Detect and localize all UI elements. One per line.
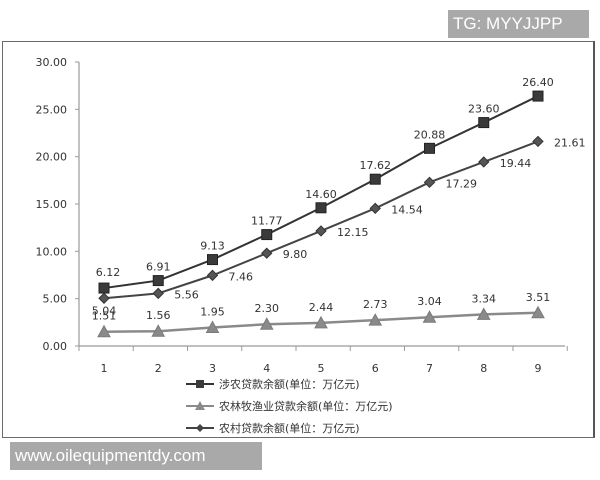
square-marker [207, 254, 218, 266]
data-label: 9.13 [200, 240, 225, 253]
data-label: 9.80 [283, 248, 308, 261]
data-label: 2.44 [309, 301, 334, 314]
triangle-marker [205, 320, 220, 334]
y-tick-label: 15.00 [36, 198, 68, 211]
square-marker [478, 117, 490, 129]
x-tick-label: 5 [318, 362, 325, 375]
triangle-marker [368, 313, 383, 326]
triangle-marker [422, 310, 437, 323]
x-tick-label: 6 [372, 362, 379, 375]
data-label: 6.91 [146, 261, 171, 274]
x-tick-label: 4 [263, 362, 270, 375]
data-label: 1.95 [200, 306, 225, 319]
data-label: 19.44 [500, 157, 532, 170]
data-label: 12.15 [337, 226, 369, 239]
triangle-marker [97, 324, 111, 338]
x-tick-label: 7 [426, 362, 433, 375]
triangle-marker [476, 307, 491, 320]
data-label: 2.73 [363, 298, 388, 311]
triangle-marker [314, 315, 328, 329]
square-marker [152, 275, 164, 287]
legend-label: 农村贷款余额(单位：万亿元) [219, 421, 360, 435]
square-marker [315, 202, 327, 214]
y-tick-label: 25.00 [36, 103, 68, 116]
data-label: 1.56 [146, 309, 171, 322]
legend-label: 涉农贷款余额(单位：万亿元) [219, 377, 360, 391]
triangle-marker [531, 305, 545, 319]
data-label: 21.61 [554, 136, 586, 149]
data-label: 26.40 [522, 76, 554, 89]
y-tick-label: 10.00 [36, 245, 68, 258]
data-label: 20.88 [414, 128, 446, 141]
diamond-marker [98, 292, 110, 304]
data-label: 1.51 [92, 310, 117, 323]
diamond-marker [532, 135, 544, 148]
data-label: 3.34 [472, 292, 497, 305]
diamond-marker [261, 247, 273, 259]
y-tick-label: 30.00 [36, 56, 68, 69]
square-marker [424, 142, 435, 154]
x-tick-label: 8 [480, 362, 487, 375]
y-tick-label: 0.00 [43, 340, 68, 353]
data-label: 17.29 [446, 177, 478, 190]
watermark-bottom: www.oilequipmentdy.com [10, 442, 262, 470]
legend-triangle-icon [195, 401, 205, 410]
diamond-marker [152, 287, 164, 300]
legend-label: 农林牧渔业贷款余额(单位：万亿元) [219, 399, 393, 413]
data-label: 3.04 [417, 295, 442, 308]
square-marker [261, 229, 273, 241]
legend-diamond-icon [196, 424, 204, 432]
x-tick-label: 3 [209, 362, 216, 375]
data-label: 5.04 [92, 304, 117, 317]
y-tick-label: 5.00 [43, 293, 68, 306]
triangle-marker [151, 324, 166, 337]
square-marker [98, 282, 110, 294]
data-label: 3.51 [526, 291, 551, 304]
x-tick-label: 9 [535, 362, 542, 375]
data-label: 17.62 [360, 159, 392, 172]
data-label: 7.46 [229, 270, 254, 283]
data-label: 11.77 [251, 215, 283, 228]
watermark-top: TG: MYYJJPP [448, 10, 589, 38]
x-tick-label: 2 [155, 362, 162, 375]
data-label: 6.12 [96, 266, 121, 279]
diamond-marker [315, 225, 327, 237]
diamond-marker [369, 202, 381, 215]
diamond-marker [478, 156, 490, 168]
square-marker [369, 173, 381, 185]
triangle-marker [259, 317, 274, 330]
x-tick-label: 1 [101, 362, 108, 375]
data-label: 5.56 [174, 288, 199, 301]
data-label: 2.30 [255, 302, 280, 315]
diamond-marker [423, 176, 436, 189]
square-marker [532, 90, 544, 102]
y-tick-label: 20.00 [36, 151, 68, 164]
series-line [103, 140, 539, 300]
data-label: 23.60 [468, 103, 500, 116]
data-label: 14.54 [391, 203, 423, 216]
diamond-marker [206, 269, 219, 282]
legend-square-icon [196, 380, 204, 388]
data-label: 14.60 [305, 188, 337, 201]
